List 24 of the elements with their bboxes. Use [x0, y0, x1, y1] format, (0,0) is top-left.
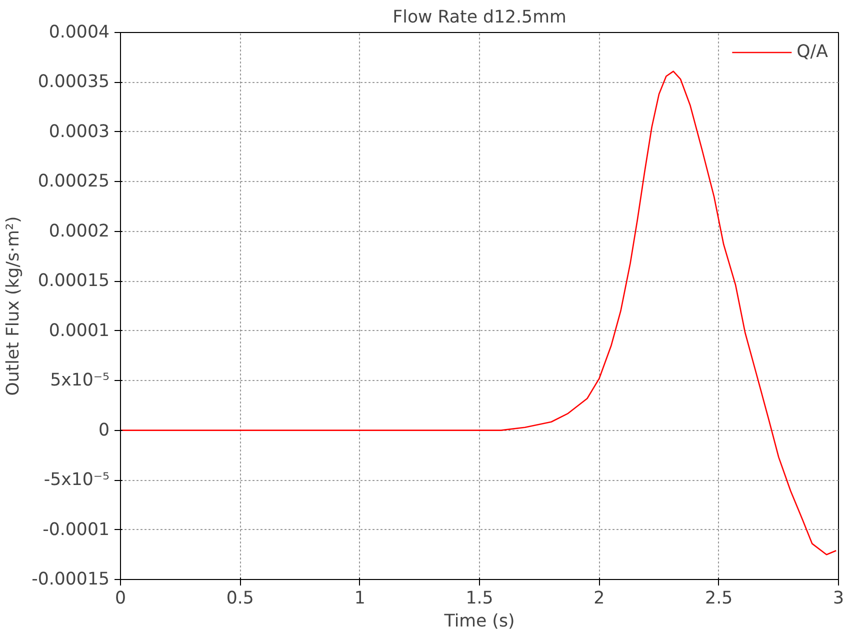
- legend-label: Q/A: [796, 42, 828, 62]
- y-tick-label: 0.0003: [48, 122, 110, 142]
- x-tick-label: 1: [354, 588, 366, 608]
- x-tick-label: 2.5: [705, 588, 733, 608]
- x-tick-label: 1.5: [466, 588, 494, 608]
- line-series: [120, 70, 837, 556]
- y-tick-label: 0: [98, 420, 110, 440]
- y-tick-label: 0.0002: [48, 221, 110, 242]
- y-tick-label: 0.0001: [48, 320, 110, 341]
- y-tick-label: 0.00015: [38, 271, 110, 292]
- y-tick-label: 0.00025: [38, 172, 110, 192]
- x-axis-title: Time (s): [443, 612, 515, 632]
- y-tick-label: 0.00035: [38, 72, 110, 92]
- y-tick-label: -0.0001: [42, 520, 110, 540]
- y-tick-label: -0.00015: [32, 570, 110, 590]
- y-tick-label: -5x10⁻⁵: [44, 470, 110, 490]
- y-axis-title: Outlet Flux (kg/s·m²): [4, 216, 24, 396]
- y-tick-label: 0.0004: [48, 22, 110, 42]
- chart-title: Flow Rate d12.5mm: [392, 8, 566, 28]
- x-tick-label: 0.5: [226, 588, 254, 608]
- x-tick-label: 3: [832, 588, 844, 608]
- y-tick-label: 5x10⁻⁵: [50, 370, 110, 391]
- x-tick-label: 0: [114, 588, 126, 608]
- x-tick-label: 2: [594, 588, 605, 608]
